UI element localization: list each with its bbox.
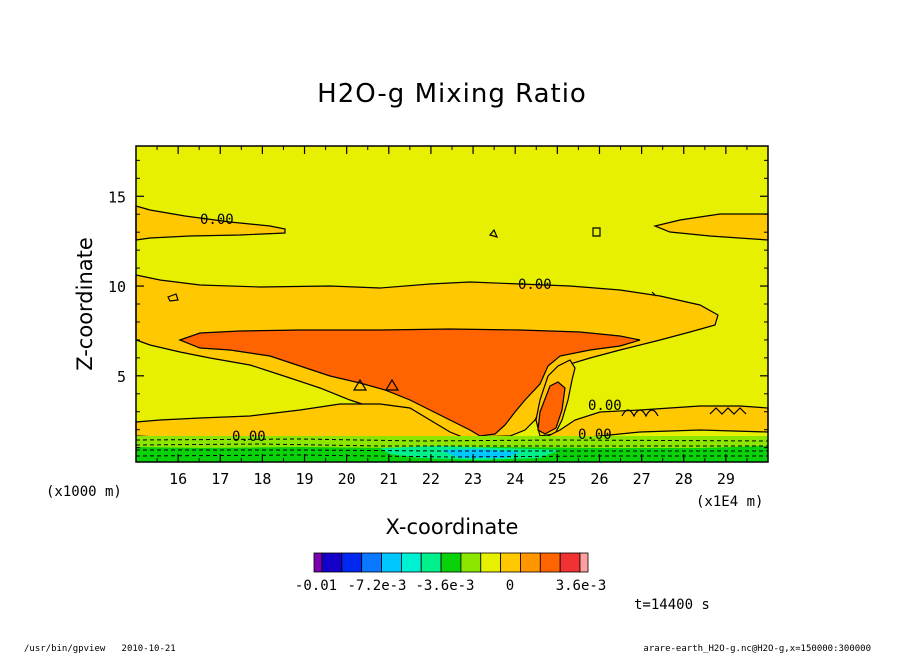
chart-title: H2O-g Mixing Ratio: [317, 79, 587, 109]
contour-label: 0.00: [200, 212, 234, 228]
x-tick-label: 17: [211, 470, 229, 488]
contour-label: 0.00: [518, 277, 552, 293]
x-tick-label: 20: [338, 470, 356, 488]
colorbar-cell: [500, 552, 521, 573]
contour-label: 0.00: [232, 429, 266, 445]
colorbar-label: 0: [506, 578, 514, 594]
colorbar-cell: [420, 552, 442, 573]
x-tick-label: 25: [548, 470, 566, 488]
x-tick-label: 18: [253, 470, 271, 488]
x-tick-label: 29: [717, 470, 735, 488]
contour-labels: 0.00 0.00 0.00 0.00 0.00: [200, 212, 622, 445]
plot-area: 0.00 0.00 0.00 0.00 0.00 16 17 18 19 20 21 22 2…: [108, 145, 769, 488]
x-tick-label: 22: [422, 470, 440, 488]
y-axis-label: Z-coordinate: [73, 237, 97, 371]
colorbar-label: -7.2e-3: [347, 578, 406, 594]
x-tick-label: 23: [464, 470, 482, 488]
colorbar-cell: [460, 552, 482, 573]
colorbar-cell: [539, 552, 561, 573]
time-label: t=14400 s: [634, 597, 710, 613]
colorbar-cell: [579, 552, 589, 573]
colorbar-label: -3.6e-3: [415, 578, 474, 594]
contour-fill-upper-layer-right: [653, 213, 769, 241]
x-unit-label: (x1E4 m): [696, 494, 763, 510]
contour-label: 0.00: [588, 398, 622, 414]
contour-fill-tower-core: [537, 381, 566, 435]
contour-label: 0.00: [578, 427, 612, 443]
x-axis-label: X-coordinate: [386, 515, 519, 539]
dashed-contours: [135, 438, 769, 458]
colorbar: -0.01 -7.2e-3 -3.6e-3 0 3.6e-3: [295, 552, 607, 594]
x-tick-label: 24: [506, 470, 524, 488]
small-contours: [167, 227, 747, 418]
y-unit-label: (x1000 m): [46, 484, 122, 500]
y-tick-label: 15: [108, 188, 126, 206]
contour-fill-upper-layer: [135, 205, 286, 241]
contour-fill-core: [178, 328, 641, 437]
colorbar-cell: [321, 552, 343, 573]
colorbar-cell: [400, 552, 422, 573]
colorbar-cell: [341, 552, 363, 573]
y-tick-label: 10: [108, 278, 126, 296]
contour-fill-surface-lime: [136, 436, 768, 448]
y-tick-label: 5: [117, 368, 126, 386]
colorbar-cells: [313, 552, 589, 573]
colorbar-cell: [559, 552, 581, 573]
x-tick-label: 27: [633, 470, 651, 488]
x-tick-label: 19: [296, 470, 314, 488]
colorbar-cell: [361, 552, 382, 573]
x-tick-label: 21: [380, 470, 398, 488]
axis-ticks: 16 17 18 19 20 21 22 23 24 25 26 27 28 29 5 10 15: [108, 146, 768, 488]
colorbar-cell: [480, 552, 502, 573]
footer-right: arare-earth_H2O-g.nc@H2O-g,x=150000:3000…: [643, 644, 871, 654]
x-tick-label: 28: [675, 470, 693, 488]
colorbar-cell: [520, 552, 541, 573]
x-tick-label: 16: [169, 470, 187, 488]
colorbar-cell: [313, 552, 323, 573]
colorbar-cell: [381, 552, 402, 573]
footer-left: /usr/bin/gpview 2010-10-21: [24, 644, 176, 654]
colorbar-label: 3.6e-3: [556, 578, 607, 594]
colorbar-cell: [440, 552, 462, 573]
x-tick-label: 26: [590, 470, 608, 488]
colorbar-label: -0.01: [295, 578, 337, 594]
